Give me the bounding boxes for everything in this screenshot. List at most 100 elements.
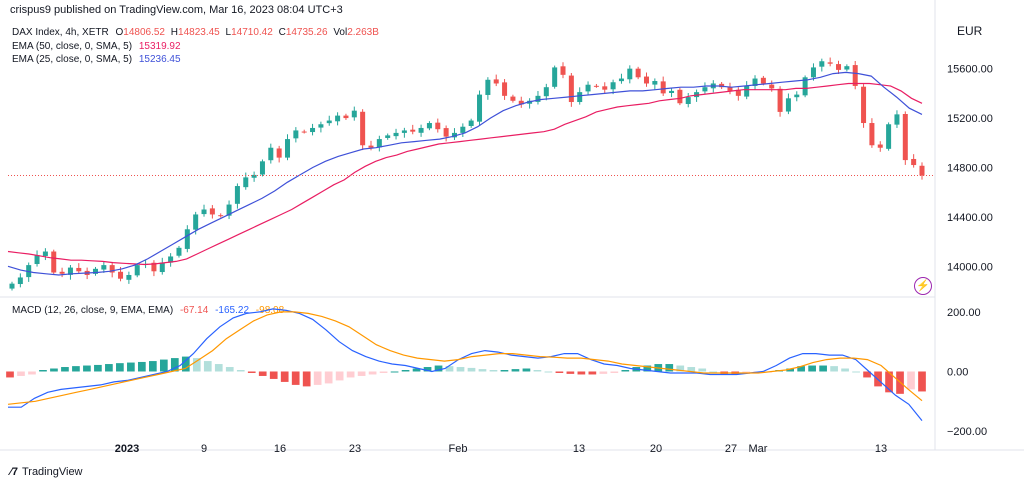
candle-body xyxy=(911,158,917,166)
macd-histogram-bar xyxy=(544,371,553,373)
macd-legend: MACD (12, 26, close, 9, EMA, EMA) -67.14… xyxy=(12,305,284,316)
candle-body xyxy=(326,120,332,124)
macd-histogram-bar xyxy=(225,367,234,372)
macd-histogram-bar xyxy=(489,370,498,372)
macd-histogram-bar xyxy=(478,369,487,372)
candle-body xyxy=(877,144,883,148)
symbol-label: DAX Index, 4h, XETR xyxy=(12,27,109,38)
macd-histogram-bar xyxy=(401,370,410,372)
macd-histogram-bar xyxy=(236,370,245,372)
price-tick-label: 14800.00 xyxy=(947,163,993,175)
candle-body xyxy=(852,65,858,86)
macd-tick-label: 0.00 xyxy=(947,366,968,378)
candle-body xyxy=(627,68,633,80)
candle-body xyxy=(677,89,683,104)
macd-histogram-bar xyxy=(302,371,311,387)
time-tick-label: Feb xyxy=(449,443,468,455)
candle-body xyxy=(502,82,508,96)
macd-tick-label: 200.00 xyxy=(947,307,981,319)
macd-histogram-bar xyxy=(522,368,531,372)
time-tick-label: 23 xyxy=(349,443,361,455)
macd-histogram-bar xyxy=(599,371,608,374)
macd-histogram-bar xyxy=(291,371,300,385)
macd-hist-value: -67.14 xyxy=(179,305,209,316)
candle-body xyxy=(669,90,675,93)
macd-histogram-bar xyxy=(434,365,443,372)
candle-body xyxy=(193,214,199,230)
candle-body xyxy=(401,130,407,133)
candle-body xyxy=(836,64,842,70)
macd-histogram-bar xyxy=(313,371,322,385)
macd-histogram-bar xyxy=(357,371,366,376)
ema50-label: EMA (50, close, 0, SMA, 5) xyxy=(12,41,133,52)
candle-body xyxy=(493,79,499,84)
macd-histogram-bar xyxy=(138,361,146,372)
ohlc-low-value: 14710.42 xyxy=(231,27,273,38)
candle-body xyxy=(844,66,850,70)
candle-body xyxy=(902,114,908,161)
ohlc-close-key: C xyxy=(278,27,286,38)
candle-body xyxy=(886,124,892,149)
candle-body xyxy=(568,75,574,103)
macd-histogram-bar xyxy=(500,370,509,372)
candle-body xyxy=(168,256,174,263)
macd-histogram-bar xyxy=(39,370,47,372)
candle-body xyxy=(34,255,40,264)
ohlc-high-value: 14823.45 xyxy=(178,27,220,38)
ema25-value: 15236.45 xyxy=(138,54,181,65)
time-tick-label: 16 xyxy=(274,443,286,455)
candle-body xyxy=(418,127,424,133)
candle-body xyxy=(293,130,299,139)
macd-histogram-bar xyxy=(467,367,476,372)
macd-histogram-bar xyxy=(511,369,520,372)
macd-histogram-bar xyxy=(181,356,190,372)
macd-histogram-bar xyxy=(445,366,454,372)
macd-histogram-bar xyxy=(885,371,893,393)
candle-body xyxy=(376,139,382,148)
candle-body xyxy=(760,77,766,84)
macd-histogram-bar xyxy=(324,371,333,384)
macd-histogram-bar xyxy=(94,364,102,372)
candle-body xyxy=(151,262,157,272)
lightning-icon[interactable]: ⚡ xyxy=(914,277,932,295)
candle-body xyxy=(744,85,750,97)
candle-body xyxy=(268,147,274,161)
time-tick-label: 13 xyxy=(573,443,585,455)
candle-body xyxy=(735,89,741,96)
candle-body xyxy=(159,262,165,273)
macd-histogram-bar xyxy=(148,361,157,372)
macd-histogram-bar xyxy=(863,371,871,378)
candle-body xyxy=(92,268,98,274)
macd-histogram-bar xyxy=(335,371,344,381)
candle-body xyxy=(702,87,708,92)
candle-body xyxy=(635,68,641,78)
macd-histogram-bar xyxy=(808,365,816,372)
macd-histogram-bar xyxy=(127,362,135,372)
candle-body xyxy=(535,95,541,102)
ema25-label: EMA (25, close, 0, SMA, 5) xyxy=(12,54,133,65)
candle-body xyxy=(234,186,240,204)
macd-histogram-bar xyxy=(830,366,838,372)
candle-body xyxy=(485,79,491,95)
macd-label: MACD (12, 26, close, 9, EMA, EMA) xyxy=(12,305,174,316)
price-tick-label: 15200.00 xyxy=(947,113,993,125)
candle-body xyxy=(769,84,775,89)
candle-body xyxy=(126,274,132,280)
ema50-line xyxy=(7,82,923,266)
macd-line-value: -165.22 xyxy=(215,305,250,316)
candle-body xyxy=(752,78,758,86)
macd-histogram-bar xyxy=(797,366,805,372)
candle-body xyxy=(727,86,733,91)
candle-body xyxy=(652,81,658,85)
time-tick-label: 9 xyxy=(201,443,207,455)
candle-body xyxy=(226,204,232,216)
candle-body xyxy=(259,161,265,175)
candle-body xyxy=(560,66,566,75)
candle-body xyxy=(243,177,249,188)
tradingview-mark-icon: ⁄7 xyxy=(10,466,18,478)
time-tick-label: 27 xyxy=(725,443,737,455)
macd-histogram-bar xyxy=(368,371,377,375)
macd-histogram-bar xyxy=(621,370,630,372)
macd-histogram-bar xyxy=(61,367,69,372)
